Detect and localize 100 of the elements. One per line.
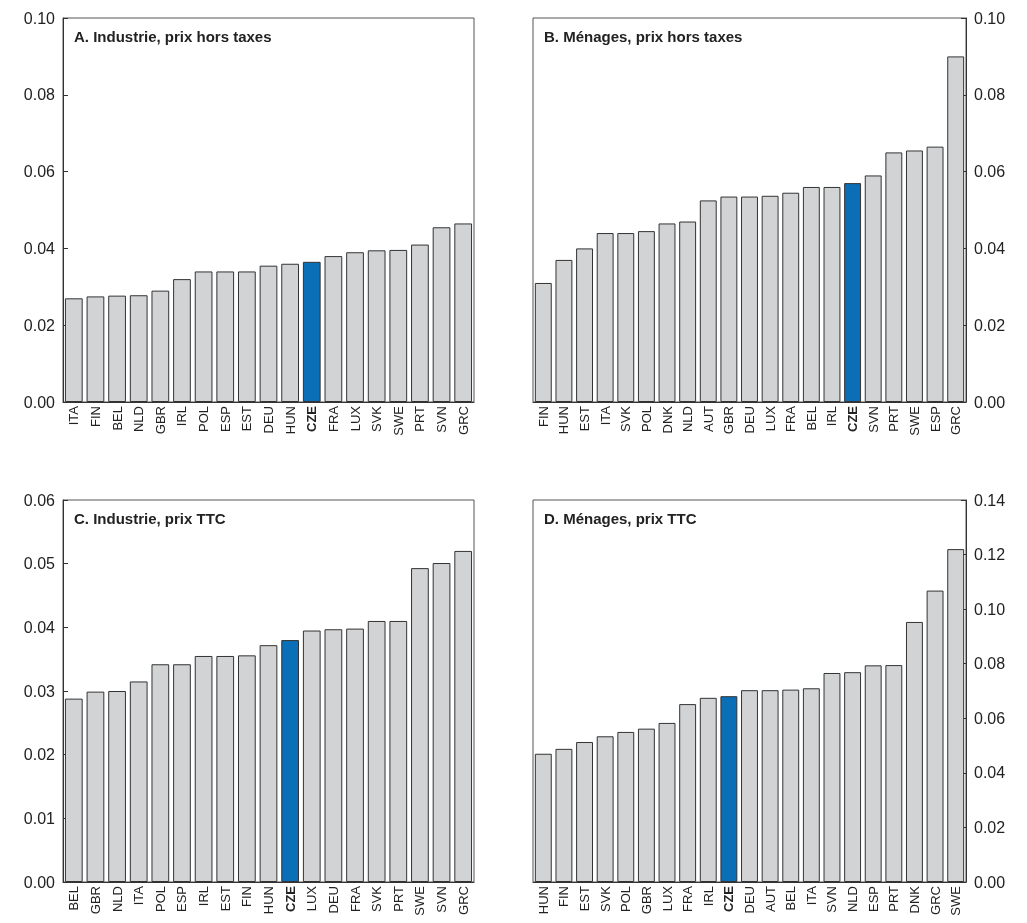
x-tick-label: POL <box>152 886 168 913</box>
x-tick-label: DEU <box>261 406 276 434</box>
x-tick-label: FIN <box>239 886 255 907</box>
text: C. Industrie, prix TTC <box>74 510 226 527</box>
x-tick-label: GBR <box>152 406 168 435</box>
x-tick-label: AUT <box>700 405 716 432</box>
x-tick-label: PRT <box>886 885 902 912</box>
y-tick-label: 0.03 <box>23 682 56 700</box>
x-tick-label: PRT <box>390 885 406 912</box>
x-tick-label: DEU <box>325 886 341 914</box>
y2-tick-label: 0.02 <box>974 316 1006 334</box>
x-tick-label: CZE <box>282 885 298 912</box>
y-tick-label: 0.02 <box>23 316 56 334</box>
x-tick-label: ITA <box>66 405 82 426</box>
x-tick-label: NLD <box>109 886 125 913</box>
x-tick-label: GRC <box>927 886 943 915</box>
x-tick-label: SWE <box>412 885 428 916</box>
x-tick-label: SVK <box>618 405 634 433</box>
x-tick-label: ITA <box>803 885 819 906</box>
x-tick-label: EST <box>577 405 593 432</box>
x-tick-label: GBR <box>638 886 654 915</box>
x-tick-label: PRT <box>412 405 428 432</box>
x-tick-label: BEL <box>66 886 82 911</box>
y2-tick-label: 0.08 <box>974 86 1006 104</box>
x-tick-label: NLD <box>131 406 147 433</box>
y2-tick-label: 0.04 <box>974 239 1006 257</box>
x-tick-label: HUN <box>535 886 551 915</box>
y-tick-label: 0.06 <box>23 163 56 181</box>
x-tick-label: IRL <box>196 886 212 907</box>
x-tick-label: SVN <box>824 886 840 913</box>
x-tick-label: ESP <box>927 406 943 433</box>
x-tick-label: SVK <box>369 405 385 433</box>
x-tick-label: FRA <box>325 405 341 432</box>
x-tick-label: IRL <box>700 886 716 907</box>
x-tick-label: AUT <box>762 885 778 912</box>
x-tick-label: BEL <box>109 406 125 431</box>
x-tick-label: SVK <box>597 885 613 913</box>
y2-tick-label: 0.04 <box>974 764 1006 782</box>
x-tick-label: NLD <box>845 886 861 913</box>
x-tick-label: FIN <box>556 886 572 907</box>
y-tick-label: 0.06 <box>23 491 56 509</box>
x-tick-label: EST <box>217 885 233 912</box>
y-tick-label: 0.00 <box>23 393 56 411</box>
x-tick-label: DNK <box>659 405 675 434</box>
y2-tick-label: 0.00 <box>974 873 1006 891</box>
y2-tick-label: 0.02 <box>974 818 1006 836</box>
x-tick-label: NLD <box>680 406 696 433</box>
x-tick-label: LUX <box>762 405 778 432</box>
x-tick-label: HUN <box>556 406 572 435</box>
y2-tick-label: 0.08 <box>974 655 1006 673</box>
text: A. Industrie, prix hors taxes <box>74 28 272 45</box>
x-tick-label: ITA <box>131 885 147 906</box>
y2-tick-label: 0.10 <box>974 9 1006 27</box>
y-tick-label: 0.01 <box>23 809 56 827</box>
x-tick-label: SVN <box>865 406 881 433</box>
y-tick-label: 0.08 <box>23 86 56 104</box>
x-tick-label: DEU <box>742 886 757 914</box>
x-tick-label: GBR <box>721 406 737 435</box>
x-tick-label: SWE <box>390 405 406 436</box>
x-tick-label: DNK <box>906 885 922 914</box>
x-tick-label: ESP <box>217 406 233 433</box>
x-tick-label: SWE <box>948 885 964 916</box>
y-tick-label: 0.04 <box>23 618 56 636</box>
text: D. Ménages, prix TTC <box>544 510 697 527</box>
x-tick-label: LUX <box>347 405 363 432</box>
x-tick-label: BEL <box>803 406 819 431</box>
x-tick-label: EST <box>239 405 255 432</box>
x-tick-label: HUN <box>261 886 276 915</box>
y-tick-label: 0.10 <box>23 9 56 27</box>
x-tick-label: IRL <box>824 406 840 427</box>
x-tick-label: GBR <box>87 886 103 915</box>
x-tick-label: FRA <box>680 885 696 912</box>
x-tick-label: CZE <box>845 405 861 432</box>
x-tick-label: IRL <box>174 406 190 427</box>
y2-tick-label: 0.14 <box>974 491 1006 509</box>
x-tick-label: FIN <box>535 406 551 427</box>
x-tick-label: ESP <box>174 886 190 913</box>
y2-tick-label: 0.10 <box>974 600 1006 618</box>
x-tick-label: SVK <box>369 885 385 913</box>
x-tick-label: GRC <box>948 406 964 435</box>
x-tick-label: HUN <box>282 406 298 435</box>
x-tick-label: LUX <box>304 885 320 912</box>
x-tick-label: CZE <box>304 405 320 432</box>
x-tick-label: GRC <box>455 406 471 435</box>
x-tick-label: POL <box>638 406 654 433</box>
x-tick-label: PRT <box>886 405 902 432</box>
x-tick-label: FIN <box>87 406 103 427</box>
y-tick-label: 0.04 <box>23 239 56 257</box>
y2-tick-label: 0.06 <box>974 709 1006 727</box>
x-tick-label: CZE <box>721 885 737 912</box>
x-tick-label: EST <box>577 885 593 912</box>
x-tick-label: ITA <box>597 405 613 426</box>
x-tick-label: FRA <box>783 405 799 432</box>
x-tick-label: DEU <box>742 406 757 434</box>
y2-tick-label: 0.06 <box>974 163 1006 181</box>
x-tick-label: SVN <box>434 886 450 913</box>
x-tick-label: GRC <box>455 886 471 915</box>
x-tick-label: SVN <box>434 406 450 433</box>
y2-tick-label: 0.00 <box>974 393 1006 411</box>
x-tick-label: FRA <box>347 885 363 912</box>
